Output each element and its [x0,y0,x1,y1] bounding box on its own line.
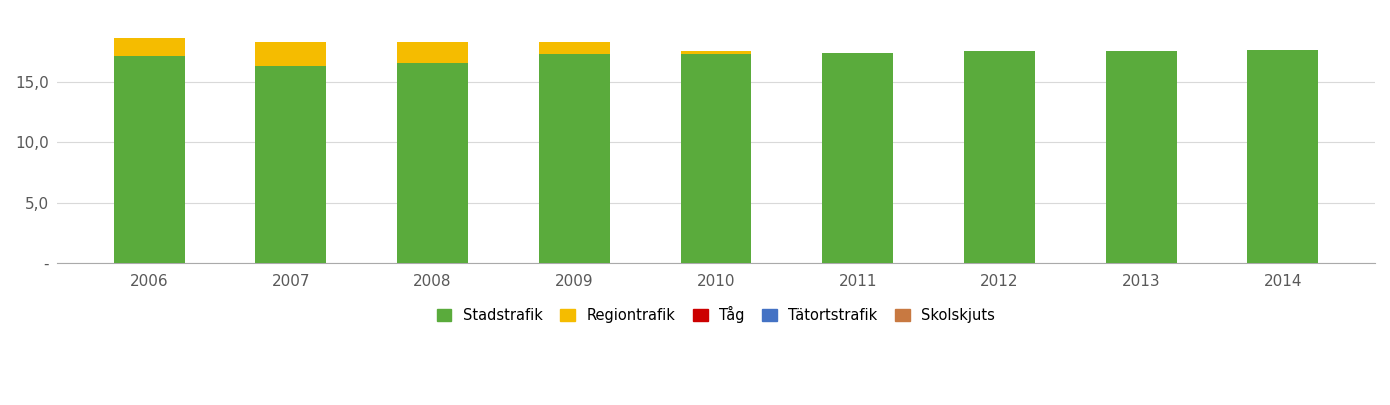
Bar [681,54,752,263]
Legend: Stadstrafik, Regiontrafik, Tåg, Tätortstrafik, Skolskjuts: Stadstrafik, Regiontrafik, Tåg, Tätortst… [430,299,1002,330]
Bar [398,42,468,64]
Bar [114,38,185,56]
Bar [539,54,610,263]
Bar [539,42,610,54]
Bar [256,42,327,66]
Bar [965,51,1036,263]
Bar [1247,50,1318,263]
Bar [256,66,327,263]
Bar [681,51,752,54]
Bar [398,64,468,263]
Bar [1106,51,1176,263]
Bar [823,53,894,263]
Bar [114,56,185,263]
